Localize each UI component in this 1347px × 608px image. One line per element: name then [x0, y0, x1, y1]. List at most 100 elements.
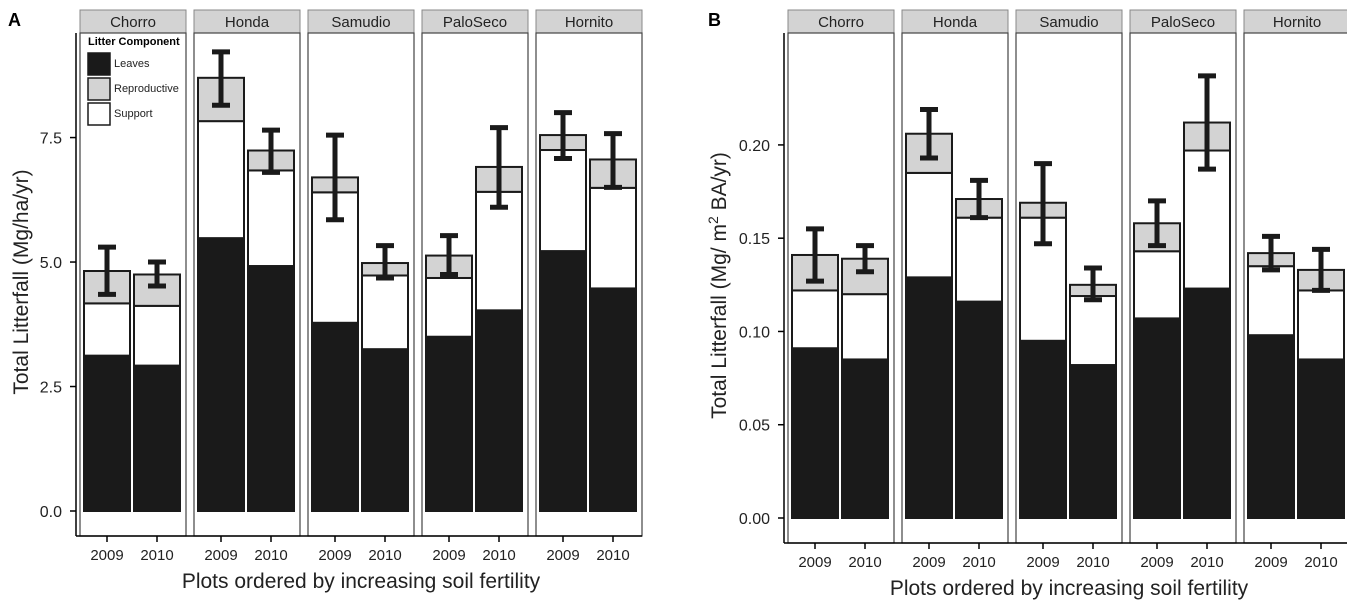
- x-tick-label: 2010: [596, 547, 629, 564]
- bar-support: [539, 149, 587, 253]
- y-tick-label: 5.0: [40, 255, 62, 272]
- y-tick-label: 0.00: [739, 511, 770, 528]
- litterfall-mass-chart: A 0.0 2.5 5.0 7.5 Total Litterfall (Mg/ha/yr)…: [8, 9, 643, 593]
- x-tick-label: 2009: [90, 547, 123, 564]
- panel-a-chart: A 0.0 2.5 5.0 7.5 Total Litterfall (Mg/ha/yr)…: [0, 0, 670, 603]
- bar-leaves: [1069, 364, 1117, 519]
- facet-strip-label: PaloSeco: [1151, 14, 1215, 31]
- x-tick-label: 2009: [912, 554, 945, 571]
- x-tick-label: 2010: [1190, 554, 1223, 571]
- x-tick-label: 2010: [962, 554, 995, 571]
- bar-leaves: [955, 300, 1003, 519]
- bar-leaves: [425, 335, 473, 512]
- bar-leaves: [539, 250, 587, 512]
- bar-leaves: [791, 347, 839, 519]
- bar-support: [589, 186, 637, 290]
- facet-strip-label: Hornito: [565, 14, 613, 31]
- facet-honda: Honda 2009 2010: [193, 9, 301, 564]
- bar-leaves: [475, 309, 523, 512]
- legend-swatch-leaves: [87, 52, 111, 76]
- bar-support: [133, 304, 181, 367]
- facet-hornito: Hornito 2009 2010: [1243, 9, 1347, 571]
- x-tick-label: 2009: [432, 547, 465, 564]
- bar-leaves: [197, 237, 245, 512]
- x-tick-label: 2010: [848, 554, 881, 571]
- bar-leaves: [1297, 358, 1345, 520]
- facet-strip-label: Hornito: [1273, 14, 1321, 31]
- legend-label-leaves: Leaves: [114, 58, 150, 70]
- x-axis-label: Plots ordered by increasing soil fertili…: [890, 577, 1249, 600]
- x-tick-label: 2009: [798, 554, 831, 571]
- bar-support: [361, 274, 409, 351]
- facet-strip-label: Samudio: [1039, 14, 1098, 31]
- facet-strip-label: Samudio: [331, 14, 390, 31]
- x-tick-label: 2010: [1304, 554, 1337, 571]
- legend: Litter Component Leaves Reproductive Suppor…: [87, 36, 180, 126]
- bar-support: [1247, 265, 1295, 337]
- bar-support: [1069, 295, 1117, 367]
- facet-hornito: Hornito 2009 2010: [535, 9, 643, 564]
- legend-title: Litter Component: [88, 36, 180, 48]
- x-tick-label: 2009: [1026, 554, 1059, 571]
- panel-b-chart: B 0.00 0.05 0.10 0.15 0.20 Total Litterfall (M…: [700, 0, 1347, 603]
- x-tick-label: 2010: [1076, 554, 1109, 571]
- legend-swatch-support: [87, 102, 111, 126]
- bar-support: [1133, 250, 1181, 320]
- facet-strip-label: Honda: [933, 14, 978, 31]
- y-tick-label: 2.5: [40, 380, 62, 397]
- bar-support: [247, 169, 295, 268]
- y-tick-label: 0.20: [739, 138, 770, 155]
- x-tick-label: 2010: [368, 547, 401, 564]
- bar-leaves: [1183, 287, 1231, 519]
- bar-leaves: [1133, 317, 1181, 519]
- bar-leaves: [1019, 339, 1067, 519]
- panel-label: A: [8, 10, 21, 30]
- bar-support: [197, 120, 245, 240]
- bar-support: [791, 289, 839, 350]
- bar-leaves: [905, 276, 953, 519]
- bar-leaves: [589, 287, 637, 512]
- bar-support: [425, 276, 473, 338]
- facet-chorro: Chorro 2009 2010: [787, 9, 895, 571]
- facet-samudio: Samudio 2009 2010: [1015, 9, 1123, 571]
- bar-support: [841, 293, 889, 361]
- legend-label-support: Support: [114, 108, 153, 120]
- x-tick-label: 2010: [140, 547, 173, 564]
- x-tick-label: 2009: [546, 547, 579, 564]
- y-tick-label: 0.05: [739, 418, 770, 435]
- facet-paloseco: PaloSeco 2009 2010: [421, 9, 529, 564]
- bar-support: [905, 171, 953, 279]
- bar-support: [83, 302, 131, 357]
- legend-label-reproductive: Reproductive: [114, 83, 179, 95]
- x-tick-label: 2010: [254, 547, 287, 564]
- panel-label: B: [708, 10, 721, 30]
- y-tick-label: 0.10: [739, 324, 770, 341]
- facet-samudio: Samudio 2009 2010: [307, 9, 415, 564]
- y-axis-label: Total Litterfall (Mg/ha/yr): [10, 169, 33, 394]
- facet-strip-label: Chorro: [818, 14, 864, 31]
- x-tick-label: 2009: [318, 547, 351, 564]
- bar-leaves: [311, 321, 359, 512]
- x-tick-label: 2009: [1140, 554, 1173, 571]
- facet-paloseco: PaloSeco 2009 2010: [1129, 9, 1237, 571]
- bar-leaves: [361, 348, 409, 513]
- facet-honda: Honda 2009 2010: [901, 9, 1009, 571]
- bar-support: [1297, 289, 1345, 361]
- bar-leaves: [83, 354, 131, 512]
- bar-support: [475, 190, 523, 312]
- facet-chorro: Chorro 2009 2010: [79, 9, 187, 564]
- x-tick-label: 2010: [482, 547, 515, 564]
- y-tick-label: 7.5: [40, 131, 62, 148]
- facet-strip-label: Honda: [225, 14, 270, 31]
- x-axis-label: Plots ordered by increasing soil fertili…: [182, 570, 541, 593]
- facet-strip-label: Chorro: [110, 14, 156, 31]
- y-tick-label: 0.0: [40, 504, 62, 521]
- x-tick-label: 2009: [204, 547, 237, 564]
- bar-leaves: [133, 364, 181, 512]
- y-tick-label: 0.15: [739, 231, 770, 248]
- litterfall-per-basal-area-chart: B 0.00 0.05 0.10 0.15 0.20 Total Litterfall (M…: [705, 9, 1347, 600]
- legend-swatch-reproductive: [87, 77, 111, 101]
- bar-leaves: [841, 358, 889, 520]
- facet-strip-label: PaloSeco: [443, 14, 507, 31]
- x-tick-label: 2009: [1254, 554, 1287, 571]
